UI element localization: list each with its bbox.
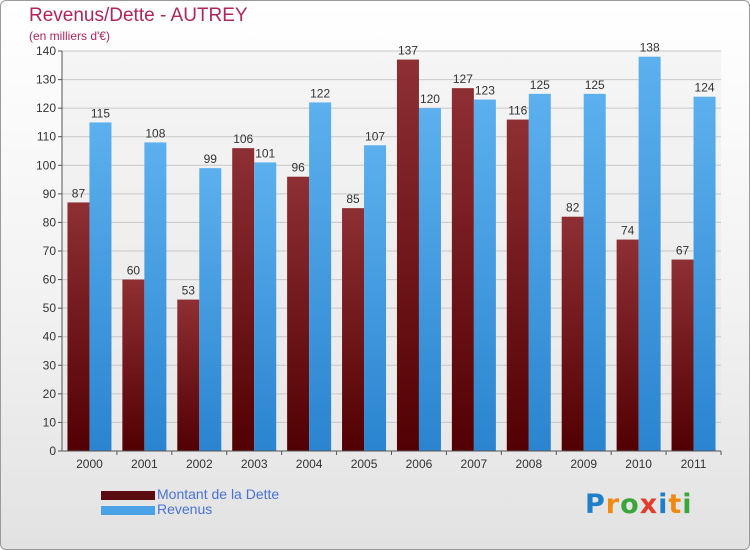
y-tick-label-60: 60 (43, 273, 57, 287)
y-tick-label-50: 50 (43, 301, 57, 315)
label-revenue-2010: 138 (640, 41, 660, 55)
bar-revenue-2001 (144, 142, 167, 451)
logo-letter-2: o (620, 489, 640, 520)
y-tick-label-70: 70 (43, 244, 57, 258)
y-tick-label-20: 20 (43, 387, 57, 401)
x-tick-label-2000: 2000 (76, 457, 103, 471)
data-labels: 8711560108539910610196122851071371201271… (72, 41, 715, 298)
label-debt-2009: 82 (566, 201, 580, 215)
bar-debt-2005 (342, 208, 365, 451)
logo-letter-6: i (682, 489, 693, 520)
label-revenue-2011: 124 (695, 81, 715, 95)
y-tick-label-0: 0 (49, 444, 56, 458)
label-revenue-2003: 101 (255, 146, 275, 160)
label-debt-2003: 106 (233, 132, 253, 146)
y-tick-label-100: 100 (36, 158, 56, 172)
y-tick-label-30: 30 (43, 358, 57, 372)
label-debt-2005: 85 (346, 192, 360, 206)
label-revenue-2002: 99 (204, 152, 218, 166)
bar-revenue-2007 (473, 99, 496, 452)
label-debt-2001: 60 (127, 264, 141, 278)
y-tick-label-40: 40 (43, 330, 57, 344)
bar-debt-2009 (561, 216, 584, 451)
x-tick-label-2007: 2007 (461, 457, 488, 471)
bar-revenue-2010 (638, 56, 661, 451)
bar-revenue-2000 (89, 122, 112, 451)
label-debt-2004: 96 (291, 161, 305, 175)
label-debt-2010: 74 (621, 224, 635, 238)
label-revenue-2008: 125 (530, 78, 550, 92)
bar-revenue-2011 (693, 96, 716, 451)
bar-revenue-2003 (254, 162, 277, 451)
bars (67, 56, 716, 452)
grid-lines (62, 50, 721, 452)
x-tick-label-2002: 2002 (186, 457, 213, 471)
x-tick-label-2008: 2008 (515, 457, 542, 471)
x-tick-label-2001: 2001 (131, 457, 158, 471)
x-tick-label-2006: 2006 (406, 457, 433, 471)
label-debt-2008: 116 (508, 104, 527, 118)
logo-letter-0: P (585, 489, 606, 520)
bar-debt-2000 (67, 202, 90, 451)
bar-debt-2002 (177, 299, 200, 451)
bar-debt-2006 (396, 59, 419, 451)
legend-swatch-revenue (101, 506, 155, 515)
label-debt-2000: 87 (72, 186, 86, 200)
bar-debt-2001 (122, 279, 145, 451)
legend-label-debt: Montant de la Dette (157, 486, 280, 502)
logo-letter-4: i (658, 489, 669, 520)
bar-debt-2011 (671, 259, 694, 451)
proxiti-logo: Proxiti (585, 489, 693, 520)
chart-title: Revenus/Dette - AUTREY (29, 5, 248, 26)
bar-revenue-2005 (364, 145, 387, 452)
bar-revenue-2006 (418, 108, 441, 452)
logo-letter-3: x (639, 489, 659, 520)
label-revenue-2004: 122 (310, 86, 330, 100)
bar-revenue-2004 (309, 102, 332, 451)
label-debt-2002: 53 (182, 284, 196, 298)
y-tick-label-140: 140 (36, 44, 56, 58)
x-tick-label-2005: 2005 (351, 457, 378, 471)
bar-debt-2004 (287, 176, 310, 451)
bar-revenue-2002 (199, 168, 222, 451)
legend-label-revenue: Revenus (157, 501, 213, 517)
y-tick-label-110: 110 (37, 130, 56, 144)
legend-swatch-debt (101, 491, 155, 500)
bar-debt-2008 (506, 119, 529, 452)
y-tick-label-120: 120 (36, 101, 56, 115)
bar-debt-2010 (616, 239, 639, 451)
x-tick-label-2004: 2004 (296, 457, 323, 471)
x-tick-label-2010: 2010 (625, 457, 652, 471)
y-tick-label-130: 130 (36, 73, 56, 87)
bar-revenue-2008 (528, 93, 551, 451)
bar-debt-2007 (451, 88, 474, 452)
x-tick-label-2003: 2003 (241, 457, 268, 471)
y-tick-label-80: 80 (43, 215, 57, 229)
y-tick-label-10: 10 (43, 415, 57, 429)
bar-debt-2003 (232, 148, 255, 451)
x-tick-label-2011: 2011 (681, 457, 707, 471)
label-revenue-2005: 107 (365, 129, 385, 143)
label-debt-2006: 137 (398, 44, 418, 58)
label-revenue-2009: 125 (585, 78, 605, 92)
label-revenue-2000: 115 (91, 106, 110, 120)
label-debt-2007: 127 (453, 72, 473, 86)
chart-subtitle: (en milliers d'€) (29, 29, 110, 43)
x-tick-label-2009: 2009 (570, 457, 597, 471)
logo-letter-1: r (605, 489, 621, 520)
axes: 0 10 20 30 40 50 60 70 80 90 100 110 120 130 140 2000 20… (36, 44, 722, 471)
label-debt-2011: 67 (676, 244, 690, 258)
label-revenue-2001: 108 (145, 126, 165, 140)
label-revenue-2007: 123 (475, 84, 495, 98)
label-revenue-2006: 120 (420, 92, 440, 106)
y-tick-label-90: 90 (43, 187, 57, 201)
logo-letter-5: t (668, 489, 683, 520)
bar-revenue-2009 (583, 93, 606, 451)
